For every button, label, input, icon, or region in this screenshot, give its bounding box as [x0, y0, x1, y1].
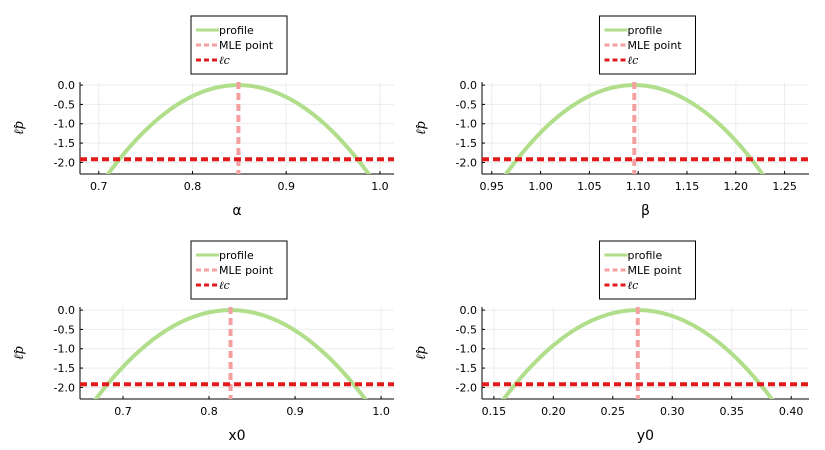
y-tick-label: -0.5 — [54, 98, 75, 111]
legend-label: MLE point — [219, 39, 274, 52]
legend-label: ℓc — [628, 279, 639, 292]
x-axis-label: x0 — [228, 428, 245, 444]
x-tick-label: 0.8 — [200, 405, 218, 418]
profile-curve — [503, 83, 765, 174]
x-tick-label: 1.15 — [675, 180, 700, 193]
y-tick-label: 0.0 — [460, 304, 478, 317]
y-tick-label: 0.0 — [58, 304, 76, 317]
x-tick-label: 0.7 — [114, 405, 132, 418]
profile-curve — [501, 308, 775, 399]
y-tick-label: -1.5 — [54, 362, 75, 375]
plot-area — [80, 82, 394, 174]
x-tick-label: 1.00 — [528, 180, 553, 193]
y-tick-label: -1.5 — [456, 137, 477, 150]
x-tick-label: 0.20 — [541, 405, 566, 418]
subplot-2: 0.95 1.00 1.05 1.10 1.15 1.20 1.25 0.0 -0.5 -1.0 -… — [414, 15, 809, 219]
legend-label: ℓc — [219, 279, 230, 292]
x-tick-label: 1.20 — [724, 180, 749, 193]
legend-label: profile — [628, 24, 663, 37]
subplot-1: 0.7 0.8 0.9 1.0 0.0 -0.5 -1.0 -1.5 -2.0 α ℓ̂p profi… — [12, 15, 394, 219]
subplot-4: 0.15 0.20 0.25 0.30 0.35 0.40 0.0 -0.5 -1.0 -1.5 -… — [414, 240, 809, 444]
legend: profile MLE point ℓc — [599, 15, 696, 75]
y-tick-label: -2.0 — [54, 381, 75, 394]
y-tick-label: -1.0 — [54, 343, 75, 356]
x-tick-label: 0.9 — [277, 180, 295, 193]
x-tick-label: 0.7 — [90, 180, 108, 193]
y-tick-label: -1.5 — [54, 137, 75, 150]
profile-curve — [93, 308, 368, 399]
y-tick-label: -2.0 — [54, 156, 75, 169]
x-axis-label: α — [232, 203, 241, 219]
legend-label: MLE point — [628, 264, 683, 277]
x-axis-label: y0 — [637, 428, 654, 444]
legend-label: ℓc — [219, 54, 230, 67]
plot-area — [482, 82, 809, 174]
x-tick-label: 1.25 — [772, 180, 797, 193]
legend-label: ℓc — [628, 54, 639, 67]
y-tick-label: -0.5 — [54, 323, 75, 336]
x-tick-label: 1.0 — [372, 405, 390, 418]
x-tick-label: 0.15 — [482, 405, 507, 418]
y-tick-label: -1.0 — [456, 343, 477, 356]
legend: profile MLE point ℓc — [599, 240, 696, 300]
legend: profile MLE point ℓc — [190, 15, 288, 75]
legend: profile MLE point ℓc — [190, 240, 288, 300]
y-tick-label: -2.0 — [456, 381, 477, 394]
legend-label: MLE point — [219, 264, 274, 277]
y-tick-label: -0.5 — [456, 323, 477, 336]
x-tick-label: 0.9 — [286, 405, 304, 418]
x-tick-label: 1.0 — [371, 180, 389, 193]
plot-area — [482, 307, 809, 399]
y-axis-label: ℓ̂p — [414, 345, 429, 359]
x-tick-label: 0.8 — [184, 180, 202, 193]
x-tick-label: 0.30 — [660, 405, 685, 418]
y-tick-label: -1.0 — [54, 118, 75, 131]
y-axis-label: ℓ̂p — [414, 120, 429, 134]
y-tick-label: 0.0 — [58, 79, 76, 92]
y-tick-label: -0.5 — [456, 98, 477, 111]
legend-label: profile — [628, 249, 663, 262]
x-tick-label: 1.10 — [626, 180, 651, 193]
x-tick-label: 1.05 — [577, 180, 602, 193]
subplot-3: 0.7 0.8 0.9 1.0 0.0 -0.5 -1.0 -1.5 -2.0 x0 ℓ̂p prof… — [12, 240, 394, 444]
y-tick-label: 0.0 — [460, 79, 478, 92]
y-axis-label: ℓ̂p — [12, 345, 27, 359]
legend-label: MLE point — [628, 39, 683, 52]
y-tick-label: -1.5 — [456, 362, 477, 375]
x-axis-label: β — [641, 203, 650, 219]
legend-label: profile — [219, 249, 254, 262]
plot-area — [80, 307, 394, 399]
x-tick-label: 0.95 — [480, 180, 505, 193]
y-tick-label: -2.0 — [456, 156, 477, 169]
y-tick-label: -1.0 — [456, 118, 477, 131]
x-tick-label: 0.25 — [601, 405, 626, 418]
x-tick-label: 0.40 — [779, 405, 804, 418]
x-tick-label: 0.35 — [719, 405, 744, 418]
legend-label: profile — [219, 24, 254, 37]
y-axis-label: ℓ̂p — [12, 120, 27, 134]
